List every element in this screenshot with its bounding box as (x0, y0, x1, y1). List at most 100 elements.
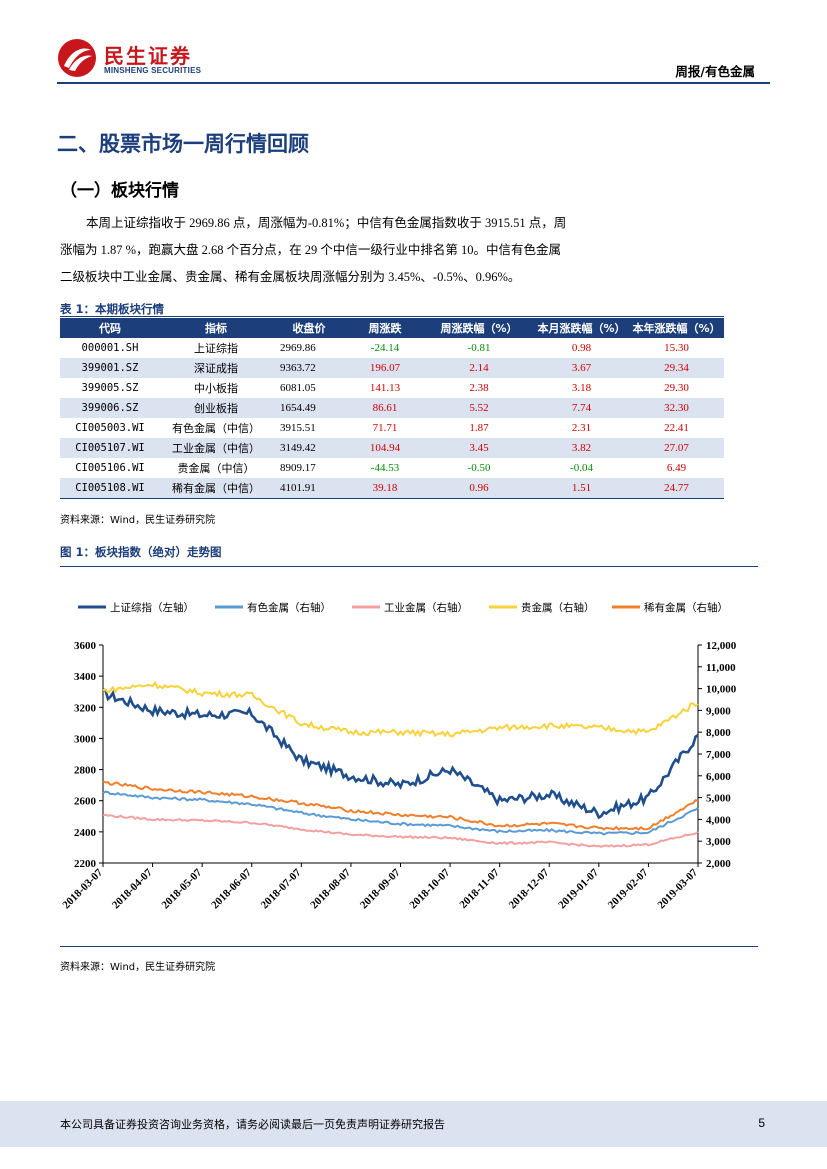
cell-code: CI005107.WI (60, 438, 160, 458)
cell-weekly-pct: 2.38 (469, 382, 489, 394)
right-tick-label: 4,000 (706, 814, 731, 826)
x-tick-label: 2018-04-07 (110, 866, 155, 911)
subsection-title: （一）板块行情 (60, 181, 179, 201)
cell-weekly-pct: -0.50 (467, 462, 491, 474)
cell-ytd-pct: 22.41 (664, 422, 689, 434)
cell-monthly-pct: 1.51 (534, 478, 629, 498)
cell-weekly-pct: 3.45 (424, 438, 534, 458)
x-tick-label: 2018-06-07 (209, 866, 254, 911)
document-type: 周报/有色金属 (675, 64, 755, 79)
figure-source: 资料来源：Wind，民生证券研究院 (60, 962, 216, 973)
cell-code: 399006.SZ (60, 398, 160, 418)
cell-close: 3915.51 (280, 422, 316, 434)
legend-label: 上证综指（左轴） (110, 601, 194, 614)
figure-caption: 图 1：板块指数（绝对）走势图 (60, 545, 222, 559)
x-tick-label: 2018-11-07 (457, 866, 502, 911)
left-tick-label: 2600 (74, 796, 97, 808)
header-weekly-pct: 周涨跌幅（%） (424, 318, 534, 338)
left-tick-label: 2400 (74, 827, 97, 839)
cell-close: 8909.17 (280, 462, 316, 474)
cell-index: 中小板指 (194, 382, 238, 395)
table-row: CI005106.WI 贵金属（中信） 8909.17 -44.53 -0.50 -0.0… (60, 458, 724, 478)
cell-ytd-pct: 24.77 (629, 478, 724, 498)
cell-weekly-pct: 5.52 (424, 398, 534, 418)
left-tick-label: 2200 (74, 858, 97, 870)
right-tick-label: 2,000 (706, 858, 731, 870)
cell-ytd-pct: 32.30 (629, 398, 724, 418)
cell-ytd-pct: 15.30 (664, 342, 689, 354)
cell-index: 上证综指 (194, 342, 238, 355)
table-top-rule (60, 316, 724, 317)
figure-bottom-rule (60, 946, 758, 947)
cell-code: CI005106.WI (75, 462, 145, 474)
legend-label: 工业金属（右轴） (384, 601, 468, 614)
right-tick-label: 3,000 (706, 836, 731, 848)
header-weekly-change: 周涨跌 (346, 318, 424, 338)
cell-weekly-change: 196.07 (346, 358, 424, 378)
cell-weekly-pct: 0.96 (424, 478, 534, 498)
left-tick-label: 2800 (74, 765, 97, 777)
cell-index: 有色金属（中信） (172, 422, 260, 435)
table-header-row: 代码 指标 收盘价 周涨跌 周涨跌幅（%） 本月涨跌幅（%） 本年涨跌幅（%） (60, 318, 724, 338)
series-line-4 (102, 680, 699, 738)
right-tick-label: 12,000 (706, 640, 737, 652)
table-row: CI005107.WI 工业金属（中信） 3149.42 104.94 3.45 3.82… (60, 438, 724, 458)
legend-label: 有色金属（右轴） (247, 601, 331, 614)
table-source: 资料来源：Wind，民生证券研究院 (60, 515, 216, 526)
legend-label: 稀有金属（右轴） (644, 601, 728, 614)
brand-name-cn: 民生证券 (104, 44, 192, 68)
paragraph-line-1: 本周上证综指收于 2969.86 点，周涨幅为-0.81%；中信有色金属指数收于… (86, 216, 567, 230)
x-tick-label: 2018-12-07 (507, 866, 552, 911)
cell-close: 9363.72 (272, 358, 346, 378)
cell-monthly-pct: 3.67 (534, 358, 629, 378)
cell-close: 1654.49 (272, 398, 346, 418)
table-row: 399001.SZ 深证成指 9363.72 196.07 2.14 3.67 29.34 (60, 358, 724, 378)
right-tick-label: 7,000 (706, 749, 731, 761)
cell-weekly-change: 86.61 (346, 398, 424, 418)
cell-weekly-change: 104.94 (346, 438, 424, 458)
series-line-5 (102, 780, 699, 831)
series-line-3 (102, 813, 699, 848)
cell-monthly-pct: 3.18 (571, 382, 592, 394)
cell-ytd-pct: 29.30 (664, 382, 689, 394)
cell-monthly-pct: -0.04 (570, 462, 593, 474)
x-tick-label: 2019-02-07 (606, 866, 651, 911)
cell-close: 6081.05 (280, 382, 316, 394)
cell-weekly-change: 141.13 (369, 382, 401, 394)
minsheng-logo-icon (58, 39, 96, 77)
cell-monthly-pct: 2.31 (571, 422, 592, 434)
left-tick-label: 3600 (74, 640, 97, 652)
brand-name-en: MINSHENG SECURITIES (104, 66, 202, 75)
right-tick-label: 11,000 (706, 662, 736, 674)
cell-ytd-pct: 29.34 (629, 358, 724, 378)
header-close: 收盘价 (272, 318, 346, 338)
cell-code: 399001.SZ (60, 358, 160, 378)
x-tick-label: 2018-09-07 (358, 866, 403, 911)
cell-close: 2969.86 (280, 342, 316, 354)
x-tick-label: 2019-01-07 (556, 866, 601, 911)
cell-index: 稀有金属（中信） (160, 478, 272, 498)
x-tick-label: 2018-05-07 (160, 866, 205, 911)
table-row: 000001.SH 上证综指 2969.86 -24.14 -0.81 0.98 15.30 (60, 338, 724, 358)
cell-monthly-pct: 7.74 (534, 398, 629, 418)
cell-code: CI005003.WI (75, 422, 145, 434)
table-row: CI005003.WI 有色金属（中信） 3915.51 71.71 1.87 2.31 2… (60, 418, 724, 438)
left-tick-label: 3200 (74, 702, 97, 714)
section-title: 二、股票市场一周行情回顾 (57, 132, 309, 156)
legend-label: 贵金属（右轴） (521, 601, 595, 614)
header-index: 指标 (160, 318, 272, 338)
paragraph-line-3: 二级板块中工业金属、贵金属、稀有金属板块周涨幅分别为 3.45%、-0.5%、0… (60, 270, 521, 284)
sector-performance-table: 代码 指标 收盘价 周涨跌 周涨跌幅（%） 本月涨跌幅（%） 本年涨跌幅（%） … (60, 318, 724, 498)
series-line-2 (102, 790, 699, 836)
cell-monthly-pct: 0.98 (571, 342, 592, 354)
right-tick-label: 6,000 (706, 771, 731, 783)
cell-weekly-change: -44.53 (370, 462, 400, 474)
x-tick-label: 2018-07-07 (259, 866, 304, 911)
cell-code: 000001.SH (81, 342, 139, 354)
cell-code: CI005108.WI (60, 478, 160, 498)
cell-index: 贵金属（中信） (177, 462, 255, 475)
header-code: 代码 (60, 318, 160, 338)
cell-index: 工业金属（中信） (160, 438, 272, 458)
paragraph-line-2: 涨幅为 1.87 %，跑赢大盘 2.68 个百分点，在 29 个中信一级行业中排… (60, 243, 562, 257)
cell-close: 3149.42 (272, 438, 346, 458)
